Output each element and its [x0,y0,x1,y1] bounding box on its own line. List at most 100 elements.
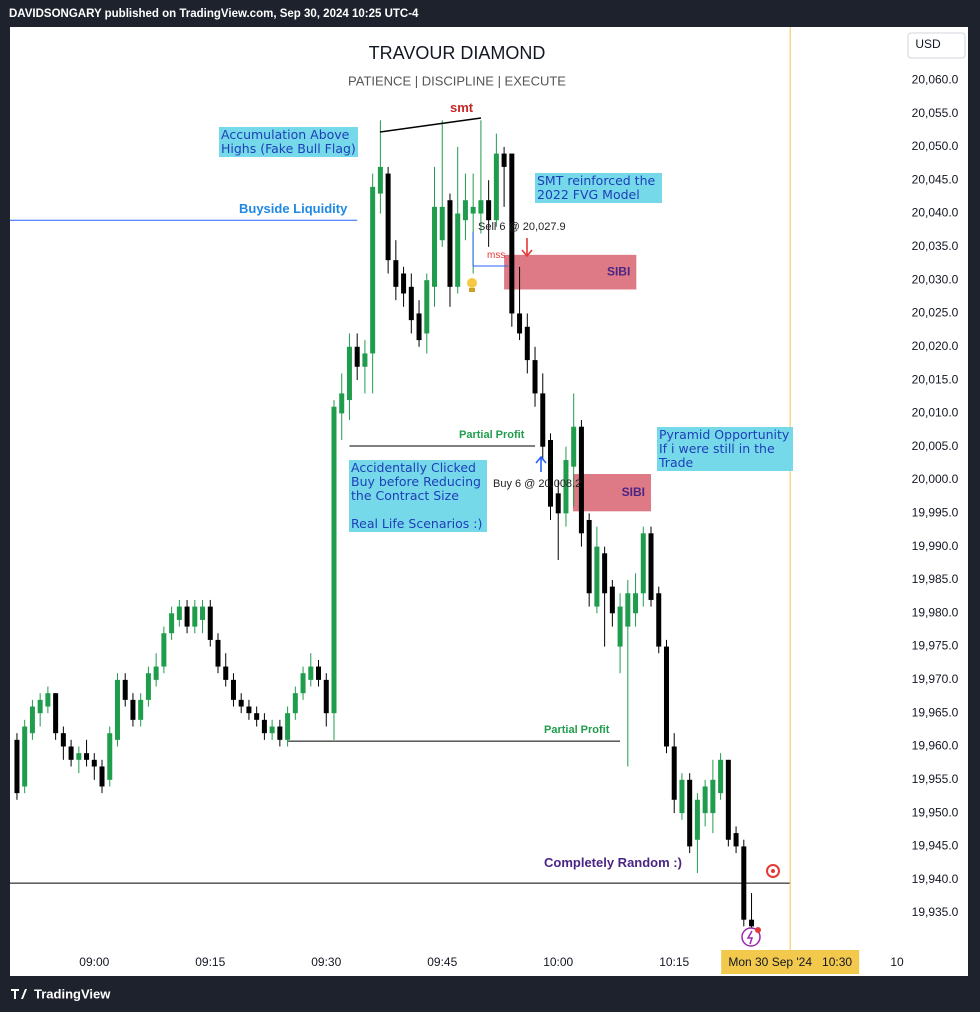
zone [504,254,637,290]
currency: USD [915,37,941,51]
candle-body [207,606,213,640]
y-tick-label: 19,985.0 [912,572,959,586]
level-label: Partial Profit [544,724,610,736]
note-line: SMT reinforced the [537,173,656,188]
note-line: Highs (Fake Bull Flag) [221,141,356,156]
x-tick-label: 10 [890,955,904,969]
y-tick-label: 20,050.0 [912,139,959,153]
candle-body [741,846,747,920]
candle-body [648,533,654,600]
candle-body [609,586,615,614]
footer-brand: TradingView [34,986,111,1001]
candle-body [517,313,523,334]
candle-body [200,606,206,620]
candle-body [215,639,221,667]
note-line: Pyramid Opportunity [659,427,790,442]
note-box: Pyramid Opportunity If i were still in t… [657,427,793,471]
candle-body [285,713,291,740]
y-tick-label: 19,955.0 [912,772,959,786]
y-tick-label: 19,945.0 [912,839,959,853]
candle-body [625,593,631,627]
plot: 19,935.0 19,940.0 19,945.0 19,950.0 19,955.0… [10,27,959,974]
candle-body [22,726,28,787]
candle-body [455,213,461,287]
candle-body [393,260,399,287]
target-icon[interactable] [766,864,780,878]
candle-body [91,759,97,767]
currency-box[interactable] [907,32,966,59]
candle-body [540,393,546,447]
zone [572,474,652,512]
candle-body [524,326,530,361]
smt-label: smt [450,100,474,115]
y-tick-label: 20,035.0 [912,239,959,253]
candle-body [725,759,731,840]
y-tick-label: 20,015.0 [912,372,959,386]
candle-body [702,786,708,814]
candle-body [416,313,422,341]
candle-body [439,206,445,241]
y-tick-label: 19,960.0 [912,739,959,753]
x-tick-label: 09:00 [79,955,109,969]
y-tick-label: 20,025.0 [912,306,959,320]
target-icon-center [771,869,775,873]
candle-body [671,746,677,800]
y-tick-label: 19,970.0 [912,672,959,686]
note-line: Accidentally Clicked [351,460,476,475]
footer-logo [11,989,27,999]
alert-dot [755,927,761,933]
trade-label: Sell 6 @ 20,027.9 [478,221,566,233]
candle-body [269,726,275,734]
candle-body [99,766,105,787]
candle-body [346,346,352,401]
candle-body [323,679,329,714]
candle-body [68,746,74,760]
alert-icon[interactable] [741,927,761,947]
y-tick-label: 20,000.0 [912,472,959,486]
candle-body [424,280,430,334]
candle-body [640,533,646,594]
y-tick-label: 19,950.0 [912,805,959,819]
candle-body [687,779,693,847]
y-tick-label: 19,980.0 [912,605,959,619]
y-tick-label: 20,030.0 [912,272,959,286]
candle-body [633,593,639,614]
candle-body [145,673,151,700]
candle-body [679,779,685,814]
mss-label: mss [487,250,506,261]
y-tick-label: 20,005.0 [912,439,959,453]
candle-body [555,493,561,514]
candle-body [594,546,600,607]
y-tick-label: 19,940.0 [912,872,959,886]
candle-body [230,679,236,700]
candle-body [308,666,314,680]
candle-body [130,699,136,720]
candle-body [138,699,144,720]
candle-body [114,679,120,740]
candle-body [486,200,492,221]
sell-arrow [521,238,533,258]
candle-body [153,666,159,680]
candle-body [238,699,244,707]
y-tick-label: 20,020.0 [912,339,959,353]
candle-body [663,646,669,747]
y-tick-label: 19,935.0 [912,905,959,919]
candle-body [478,200,484,214]
x-tick-label: 09:15 [195,955,225,969]
crosshair-label-box [721,950,860,974]
zone-label: SIBI [607,264,630,278]
candle-body [45,693,51,707]
trade-label: Buy 6 @ 20,008.2 [493,478,582,490]
candle-body [370,186,376,354]
mss-line [472,232,508,267]
x-tick-label: 09:45 [427,955,457,969]
candle-body [385,173,391,261]
candle-body [184,606,190,627]
candle-body [462,200,468,221]
x-tick-label: 10:00 [543,955,573,969]
idea-bulb[interactable] [467,278,477,288]
candle-body [362,353,368,367]
random-label: Completely Random :) [544,855,682,870]
candle-body [277,726,283,740]
candle-body [509,153,515,314]
